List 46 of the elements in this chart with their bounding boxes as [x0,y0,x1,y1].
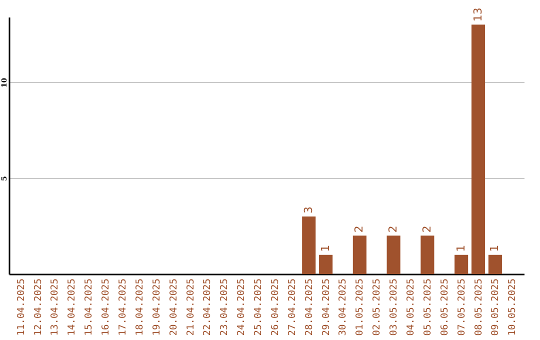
x-tick-label: 14.04.2025 [66,278,78,336]
bar [302,216,316,274]
bar [420,236,434,274]
x-tick-label: 22.04.2025 [202,278,214,336]
bar [488,254,502,274]
x-tick-label: 02.05.2025 [372,278,383,336]
x-tick-label: 30.04.2025 [338,278,349,336]
x-tick-label: 06.05.2025 [439,278,450,336]
x-tick-label: 24.04.2025 [236,278,248,336]
x-tick-label: 16.04.2025 [100,278,112,336]
x-tick-label: 09.05.2025 [490,278,502,336]
x-tick-label: 07.05.2025 [456,278,468,336]
x-tick-label: 18.04.2025 [134,278,146,336]
data-label: 2 [420,226,434,233]
bar [454,254,468,274]
x-tick-label: 23.04.2025 [219,278,230,336]
x-tick-label: 17.04.2025 [118,278,129,336]
bar [471,24,486,274]
x-tick-label: 19.04.2025 [151,278,162,336]
data-label: 3 [302,206,315,214]
x-tick-label: 13.04.2025 [50,278,61,336]
x-tick-label: 25.04.2025 [253,278,264,336]
x-tick-label: 26.04.2025 [270,278,281,336]
x-tick-label: 04.05.2025 [405,278,416,336]
x-tick-label: 05.05.2025 [422,278,434,336]
x-tick-label: 28.04.2025 [304,278,315,336]
x-tick-label: 11.04.2025 [16,278,27,336]
bar [352,236,366,274]
data-label: 2 [352,226,366,233]
bar [386,236,400,274]
x-tick-label: 01.05.2025 [354,278,366,336]
data-label: 13 [471,8,484,22]
bar [319,254,333,274]
x-tick-label: 20.04.2025 [168,278,180,336]
x-tick-label: 03.05.2025 [388,278,400,336]
data-label: 2 [386,226,400,233]
x-tick-label: 15.04.2025 [84,278,95,336]
x-tick-label: 21.04.2025 [185,278,196,336]
x-tick-label: 29.04.2025 [320,278,332,336]
x-tick-label: 10.05.2025 [507,278,518,336]
data-label: 1 [454,244,468,252]
x-tick-label: 12.04.2025 [32,278,44,336]
data-label: 1 [318,244,332,252]
x-tick-label: 08.05.2025 [473,278,484,336]
data-label: 1 [488,244,502,252]
x-tick-label: 27.04.2025 [286,278,298,336]
